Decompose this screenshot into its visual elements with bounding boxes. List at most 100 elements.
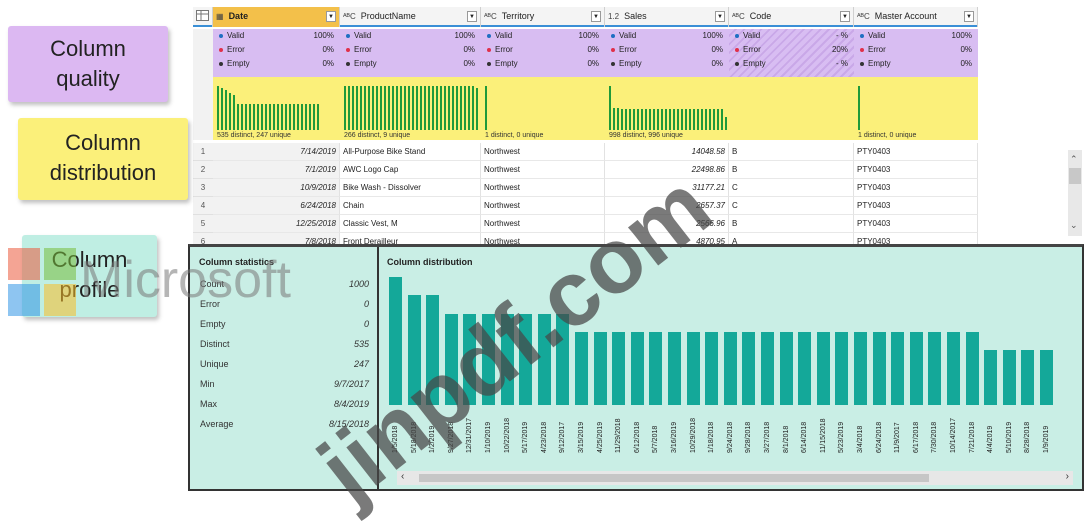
distribution-bar[interactable] [928,331,942,405]
table-cell-sales[interactable]: 22498.86 [605,161,729,179]
table-cell-code[interactable]: C [729,179,854,197]
table-cell-sales[interactable]: 14048.58 [605,143,729,161]
distribution-bar[interactable] [909,331,923,405]
table-cell-date[interactable]: 12/25/2018 [213,215,340,233]
table-cell-sales[interactable]: 2657.37 [605,197,729,215]
distribution-bar[interactable] [761,331,774,405]
distribution-bar[interactable] [630,331,644,405]
filter-dropdown-icon[interactable]: ▼ [326,11,336,22]
distribution-bar[interactable] [872,331,886,405]
table-cell-product[interactable]: Chain [340,197,481,215]
distribution-bar[interactable] [854,331,867,405]
distribution-bar[interactable] [612,331,626,405]
row-number[interactable]: 1 [193,143,213,161]
row-number[interactable]: 4 [193,197,213,215]
filter-dropdown-icon[interactable]: ▼ [467,11,477,22]
distribution-bar[interactable] [705,331,719,405]
distribution-bar[interactable] [1002,350,1016,405]
table-cell-code[interactable]: C [729,197,854,215]
distribution-bar[interactable] [1021,350,1035,405]
table-cell-account[interactable]: PTY0403 [854,161,978,179]
scroll-thumb[interactable] [419,474,929,482]
data-type-icon[interactable]: 1.2 [608,12,620,21]
scroll-up-icon[interactable]: ⌃ [1070,154,1078,164]
column-header-productname[interactable]: ᴬᴮC ProductName ▼ [340,7,481,27]
table-cell-territory[interactable]: Northwest [481,179,605,197]
table-cell-account[interactable]: PTY0403 [854,215,978,233]
distribution-bar[interactable] [556,313,570,405]
table-cell-product[interactable]: Bike Wash - Dissolver [340,179,481,197]
distribution-bar[interactable] [426,295,440,405]
table-cell-territory[interactable]: Northwest [481,161,605,179]
table-cell-date[interactable]: 7/1/2019 [213,161,340,179]
table-cell-account[interactable]: PTY0403 [854,197,978,215]
table-cell-product[interactable]: All-Purpose Bike Stand [340,143,481,161]
distribution-bar[interactable] [407,295,421,405]
table-cell-date[interactable]: 7/14/2019 [213,143,340,161]
distribution-bar[interactable] [482,313,495,405]
scroll-thumb[interactable] [1069,168,1081,184]
column-header-sales[interactable]: 1.2 Sales ▼ [605,7,729,27]
column-header-code[interactable]: ᴬᴮC Code ▼ [729,7,854,27]
table-cell-code[interactable]: B [729,161,854,179]
table-cell-date[interactable]: 10/9/2018 [213,179,340,197]
scroll-left-icon[interactable]: ‹ [401,471,405,482]
distribution-bar[interactable] [593,331,607,405]
filter-dropdown-icon[interactable]: ▼ [840,11,850,22]
data-type-icon[interactable]: ᴬᴮC [857,12,870,21]
table-cell-code[interactable]: B [729,215,854,233]
quality-error-label: Error [860,45,886,57]
filter-dropdown-icon[interactable]: ▼ [964,11,974,22]
distribution-bar[interactable] [723,331,737,405]
distribution-bar[interactable] [816,331,830,405]
data-type-icon[interactable]: ▦ [216,12,224,21]
table-cell-account[interactable]: PTY0403 [854,179,978,197]
distribution-bar[interactable] [835,331,849,405]
row-number[interactable]: 3 [193,179,213,197]
distribution-bar[interactable] [965,331,979,405]
table-cell-territory[interactable]: Northwest [481,143,605,161]
distribution-bar[interactable] [444,313,458,405]
data-type-icon[interactable]: ᴬᴮC [484,12,497,21]
column-header-master-account[interactable]: ᴬᴮC Master Account ▼ [854,7,978,27]
distribution-bar[interactable] [500,313,514,405]
data-type-icon[interactable]: ᴬᴮC [343,12,356,21]
table-cell-account[interactable]: PTY0403 [854,143,978,161]
distribution-bar[interactable] [537,313,551,405]
row-number[interactable]: 5 [193,215,213,233]
column-header-territory[interactable]: ᴬᴮC Territory ▼ [481,7,605,27]
scroll-down-icon[interactable]: ⌄ [1070,220,1078,230]
distribution-bar[interactable] [1040,350,1053,405]
distribution-bar[interactable] [891,331,905,405]
table-cell-territory[interactable]: Northwest [481,197,605,215]
table-cell-sales[interactable]: 2566.96 [605,215,729,233]
distribution-bar[interactable] [668,331,681,405]
column-header-date[interactable]: ▦ Date ▼ [213,7,340,27]
grid-vertical-scrollbar[interactable]: ⌃ ⌄ [1068,150,1082,236]
x-tick-label: 11/9/2017 [894,422,902,453]
row-number[interactable]: 2 [193,161,213,179]
distribution-bar[interactable] [984,350,998,405]
table-cell-sales[interactable]: 31177.21 [605,179,729,197]
table-cell-code[interactable]: B [729,143,854,161]
table-menu-icon[interactable] [193,7,213,27]
distribution-bar[interactable] [575,331,588,405]
table-cell-territory[interactable]: Northwest [481,215,605,233]
data-type-icon[interactable]: ᴬᴮC [732,12,745,21]
distribution-bar[interactable] [686,331,700,405]
distribution-bar[interactable] [519,313,533,405]
distribution-bar[interactable] [779,331,793,405]
distribution-bar[interactable] [389,277,402,405]
chart-horizontal-scrollbar[interactable]: ‹ › [397,471,1073,485]
distribution-bar[interactable] [947,331,960,405]
distribution-bar[interactable] [649,331,663,405]
table-cell-date[interactable]: 6/24/2018 [213,197,340,215]
table-cell-product[interactable]: AWC Logo Cap [340,161,481,179]
table-cell-product[interactable]: Classic Vest, M [340,215,481,233]
scroll-right-icon[interactable]: › [1065,471,1069,482]
distribution-bar[interactable] [463,313,477,405]
filter-dropdown-icon[interactable]: ▼ [591,11,601,22]
distribution-bar[interactable] [798,331,812,405]
distribution-bar[interactable] [742,331,756,405]
filter-dropdown-icon[interactable]: ▼ [715,11,725,22]
